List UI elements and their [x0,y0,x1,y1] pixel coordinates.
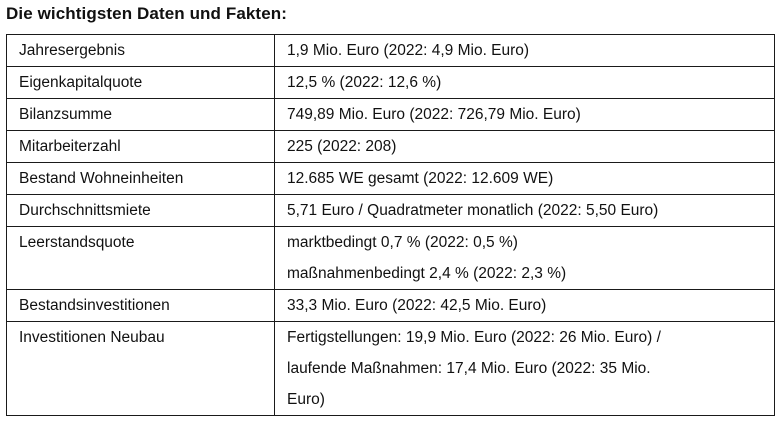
row-value: marktbedingt 0,7 % (2022: 0,5 %) maßnahm… [274,226,775,290]
row-label: Mitarbeiterzahl [6,130,275,163]
table-row: Eigenkapitalquote 12,5 % (2022: 12,6 %) [6,66,775,99]
row-value: 12.685 WE gesamt (2022: 12.609 WE) [274,162,775,195]
row-label: Investitionen Neubau [6,321,275,416]
table-row: Bilanzsumme 749,89 Mio. Euro (2022: 726,… [6,98,775,131]
row-value: 12,5 % (2022: 12,6 %) [274,66,775,99]
value-line: 33,3 Mio. Euro (2022: 42,5 Mio. Euro) [287,297,547,314]
value-line: Fertigstellungen: 19,9 Mio. Euro (2022: … [287,329,661,346]
value-line: 5,71 Euro / Quadratmeter monatlich (2022… [287,202,659,219]
table-row: Mitarbeiterzahl 225 (2022: 208) [6,130,775,163]
row-label: Leerstandsquote [6,226,275,290]
table-row: Bestandsinvestitionen 33,3 Mio. Euro (20… [6,289,775,322]
row-value: 33,3 Mio. Euro (2022: 42,5 Mio. Euro) [274,289,775,322]
value-line: laufende Maßnahmen: 17,4 Mio. Euro (2022… [287,360,651,377]
row-label: Durchschnittsmiete [6,194,275,227]
row-label: Eigenkapitalquote [6,66,275,99]
row-value: 5,71 Euro / Quadratmeter monatlich (2022… [274,194,775,227]
row-value: 749,89 Mio. Euro (2022: 726,79 Mio. Euro… [274,98,775,131]
value-line: 12,5 % (2022: 12,6 %) [287,74,442,91]
row-value: 1,9 Mio. Euro (2022: 4,9 Mio. Euro) [274,34,775,67]
value-line: Euro) [287,391,325,408]
value-line: 749,89 Mio. Euro (2022: 726,79 Mio. Euro… [287,106,581,123]
table-row: Jahresergebnis 1,9 Mio. Euro (2022: 4,9 … [6,34,775,67]
table-heading: Die wichtigsten Daten und Fakten: [6,4,287,23]
table-row: Leerstandsquote marktbedingt 0,7 % (2022… [6,226,775,290]
value-line: marktbedingt 0,7 % (2022: 0,5 %) [287,234,518,251]
value-line: maßnahmenbedingt 2,4 % (2022: 2,3 %) [287,265,567,282]
value-line: 225 (2022: 208) [287,138,397,155]
value-line: 12.685 WE gesamt (2022: 12.609 WE) [287,170,554,187]
row-label: Bestand Wohneinheiten [6,162,275,195]
row-value: Fertigstellungen: 19,9 Mio. Euro (2022: … [274,321,775,416]
row-label: Bilanzsumme [6,98,275,131]
row-label: Bestandsinvestitionen [6,289,275,322]
row-label: Jahresergebnis [6,34,275,67]
row-value: 225 (2022: 208) [274,130,775,163]
table-row: Durchschnittsmiete 5,71 Euro / Quadratme… [6,194,775,227]
table-row: Investitionen Neubau Fertigstellungen: 1… [6,321,775,416]
key-facts-table: Jahresergebnis 1,9 Mio. Euro (2022: 4,9 … [6,34,775,416]
value-line: 1,9 Mio. Euro (2022: 4,9 Mio. Euro) [287,42,530,59]
table-row: Bestand Wohneinheiten 12.685 WE gesamt (… [6,162,775,195]
